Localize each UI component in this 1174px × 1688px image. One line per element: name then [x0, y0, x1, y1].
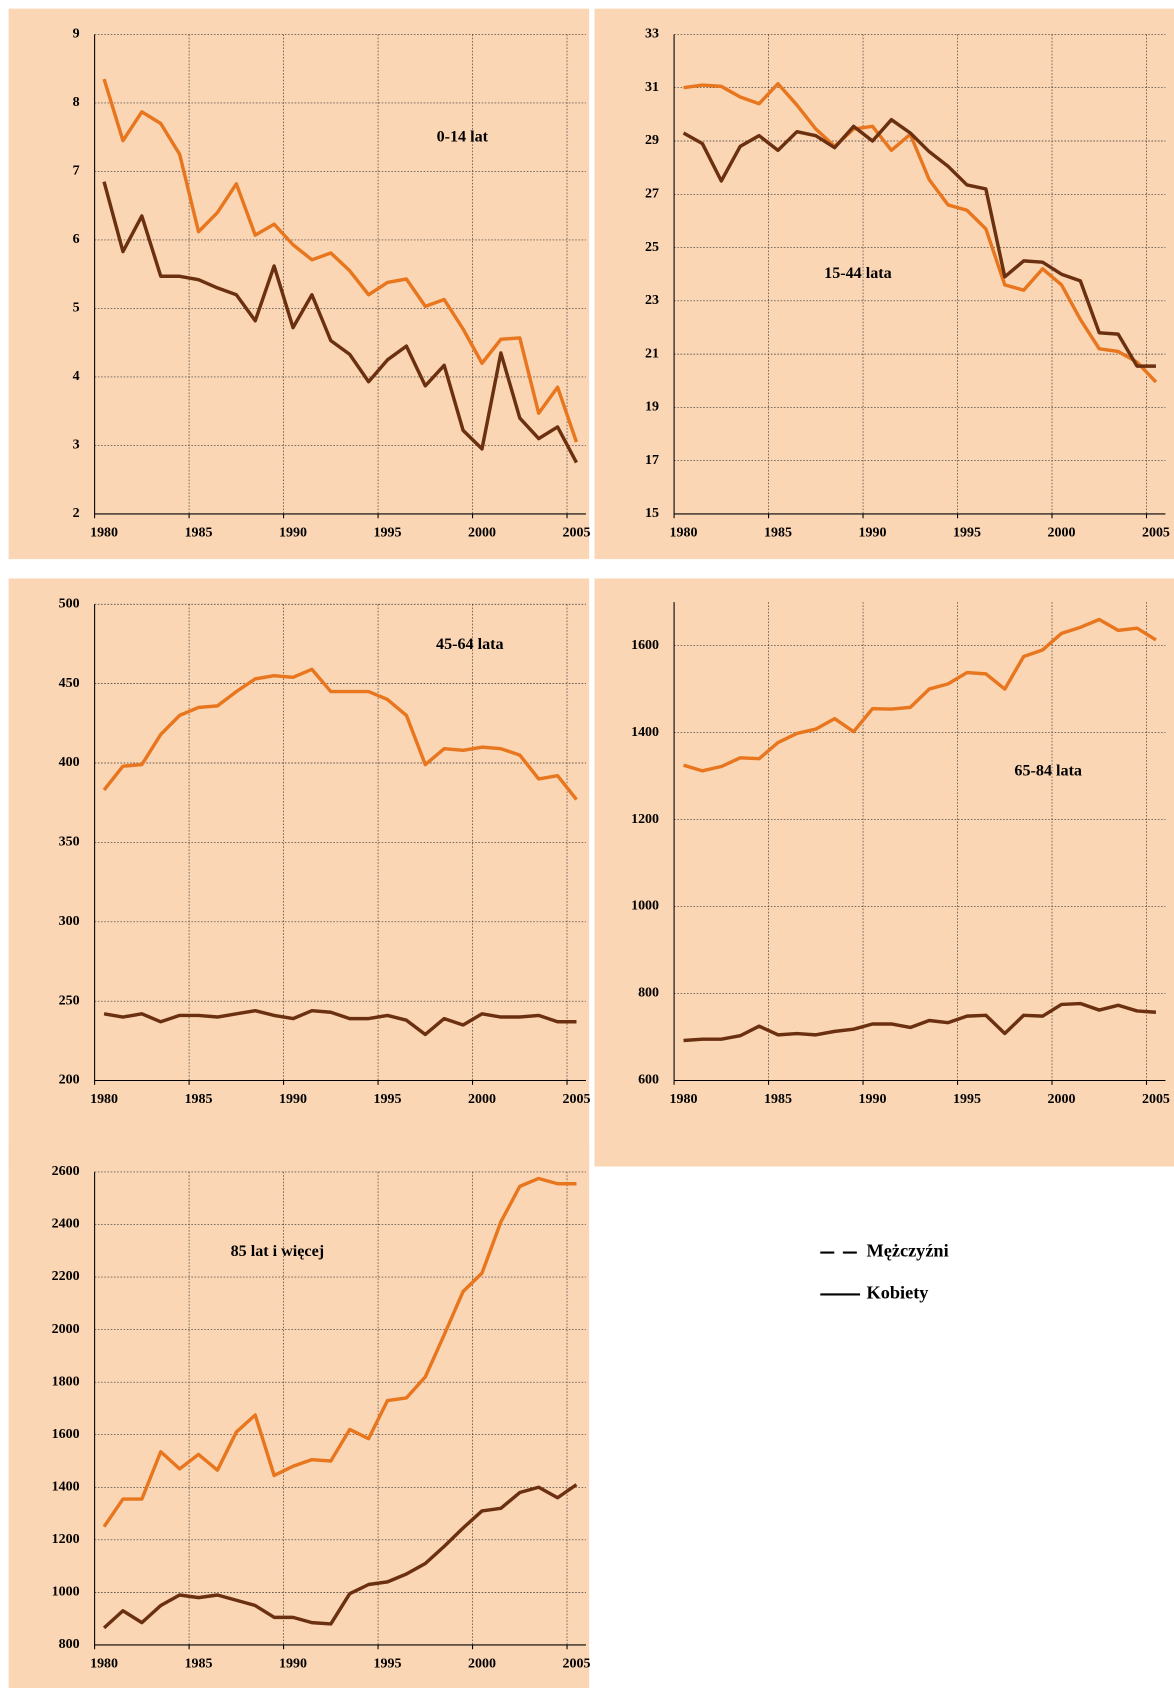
x-tick-label: 2005	[563, 1656, 591, 1671]
data-line	[682, 117, 1156, 368]
x-tick-label: 1995	[953, 526, 981, 541]
x-tick-label: 1995	[374, 526, 402, 541]
x-tick-label: 2005	[1142, 526, 1170, 541]
x-tick-label: 1985	[185, 526, 213, 541]
x-tick-label: 1980	[670, 526, 698, 541]
y-tick-label: 1600	[52, 1427, 80, 1442]
y-tick-label: 200	[59, 1073, 80, 1088]
x-tick-label: 1995	[374, 1656, 402, 1671]
y-tick-label: 2	[73, 506, 80, 521]
y-tick-label: 300	[59, 914, 80, 929]
x-tick-label: 1990	[279, 1092, 307, 1107]
x-tick-label: 2005	[563, 526, 591, 541]
y-tick-label: 1000	[631, 899, 659, 914]
y-tick-label: 2000	[52, 1322, 80, 1337]
x-tick-label: 2000	[1047, 526, 1075, 541]
x-tick-label: 1985	[764, 526, 792, 541]
panel-title: 85 lat i więcej	[231, 1243, 325, 1260]
y-tick-label: 1200	[631, 812, 659, 827]
y-tick-label: 6	[73, 232, 80, 247]
y-tick-label: 17	[645, 453, 659, 468]
y-tick-label: 1800	[52, 1374, 80, 1389]
x-tick-label: 1980	[90, 526, 118, 541]
y-tick-label: 15	[645, 506, 659, 521]
y-tick-label: 1400	[52, 1479, 80, 1494]
data-line	[103, 1008, 577, 1037]
y-tick-label: 7	[73, 164, 80, 179]
x-tick-label: 2000	[468, 1092, 496, 1107]
x-tick-label: 1995	[953, 1092, 981, 1107]
y-tick-label: 4	[73, 369, 80, 384]
y-tick-label: 400	[59, 755, 80, 770]
y-tick-label: 1200	[52, 1532, 80, 1547]
y-tick-label: 27	[645, 186, 659, 201]
data-line	[683, 1001, 1157, 1043]
data-line	[102, 667, 578, 801]
legend-label: Kobiety	[867, 1283, 929, 1303]
panel-title: 15-44 lata	[824, 265, 892, 282]
x-tick-label: 1990	[279, 1656, 307, 1671]
x-tick-label: 1985	[764, 1092, 792, 1107]
x-tick-label: 2000	[1047, 1092, 1075, 1107]
panel-background	[8, 578, 590, 1167]
legend-label: Mężczyźni	[867, 1241, 949, 1261]
data-line	[102, 1176, 577, 1528]
y-tick-label: 2400	[52, 1217, 80, 1232]
y-tick-label: 29	[645, 133, 659, 148]
x-tick-label: 1990	[859, 1092, 887, 1107]
panel-title: 45-64 lata	[436, 636, 504, 653]
y-tick-label: 31	[645, 80, 659, 95]
y-tick-label: 800	[638, 986, 659, 1001]
x-tick-label: 1985	[185, 1656, 213, 1671]
x-tick-label: 1990	[859, 526, 887, 541]
y-tick-label: 9	[73, 27, 80, 42]
data-line	[102, 78, 579, 443]
y-tick-label: 8	[73, 95, 80, 110]
panel-background	[594, 8, 1174, 560]
y-tick-label: 19	[645, 400, 659, 415]
y-tick-label: 500	[59, 596, 80, 611]
y-tick-label: 25	[645, 240, 659, 255]
y-tick-label: 23	[645, 293, 659, 308]
y-tick-label: 350	[59, 835, 80, 850]
x-tick-label: 2000	[468, 1656, 496, 1671]
y-tick-label: 1600	[631, 638, 659, 653]
x-tick-label: 2005	[1142, 1092, 1170, 1107]
y-tick-label: 250	[59, 993, 80, 1008]
y-tick-label: 2200	[52, 1269, 80, 1284]
x-tick-label: 1995	[374, 1092, 402, 1107]
y-tick-label: 2600	[52, 1164, 80, 1179]
panel-background	[8, 1145, 590, 1688]
y-tick-label: 33	[645, 27, 659, 42]
x-tick-label: 1990	[279, 526, 307, 541]
panel-background	[8, 8, 590, 560]
y-tick-label: 5	[73, 301, 80, 316]
x-tick-label: 1980	[90, 1656, 118, 1671]
panel-background	[594, 578, 1174, 1167]
y-tick-label: 600	[638, 1073, 659, 1088]
data-line	[683, 82, 1158, 384]
panel-title: 65-84 lata	[1014, 763, 1082, 780]
data-line	[683, 617, 1157, 773]
y-tick-label: 450	[59, 676, 80, 691]
y-tick-label: 3	[73, 438, 80, 453]
panel-title: 0-14 lat	[437, 128, 489, 145]
x-tick-label: 1980	[670, 1092, 698, 1107]
data-line	[102, 181, 578, 464]
y-tick-label: 800	[59, 1637, 80, 1652]
x-tick-label: 2005	[563, 1092, 591, 1107]
data-line	[102, 1483, 578, 1630]
x-tick-label: 1985	[185, 1092, 213, 1107]
x-tick-label: 2000	[468, 526, 496, 541]
x-tick-label: 1980	[90, 1092, 118, 1107]
y-tick-label: 21	[645, 346, 659, 361]
y-tick-label: 1400	[631, 725, 659, 740]
y-tick-label: 1000	[52, 1585, 80, 1600]
